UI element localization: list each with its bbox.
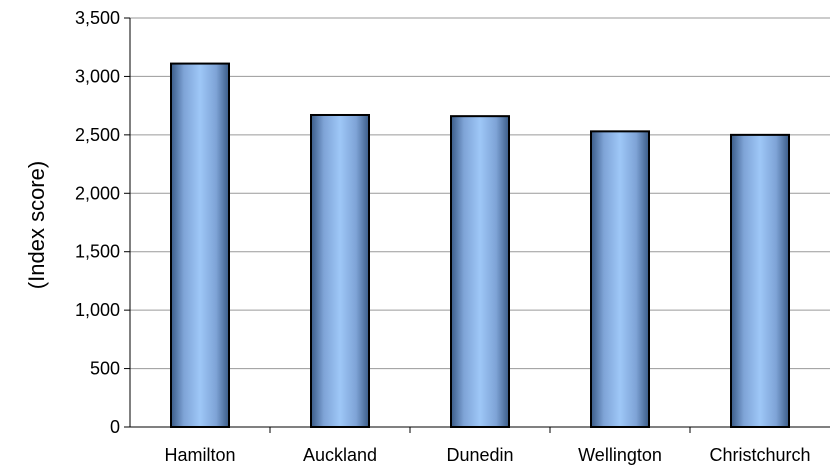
y-tick-label: 3,500 [75, 8, 120, 28]
y-tick-label: 1,000 [75, 300, 120, 320]
y-tick-label: 3,000 [75, 66, 120, 86]
x-tick-label: Wellington [578, 445, 662, 465]
bar-wellington [590, 130, 650, 428]
bars [170, 62, 790, 429]
bar-christchurch [730, 133, 790, 428]
y-tick-label: 0 [110, 417, 120, 437]
y-axis-title: (Index score) [24, 161, 49, 289]
bar-auckland [310, 113, 370, 429]
x-tick-label: Christchurch [709, 445, 810, 465]
y-tick-label: 2,000 [75, 183, 120, 203]
x-tick-label: Auckland [303, 445, 377, 465]
labels: 0 500 1,000 1,500 2,000 2,500 3,000 3,500 Hamilt… [75, 8, 811, 465]
bar-dunedin [450, 115, 510, 428]
y-tick-label: 1,500 [75, 242, 120, 262]
x-tick-label: Hamilton [164, 445, 235, 465]
x-tick-label: Dunedin [446, 445, 513, 465]
bar-hamilton [170, 62, 230, 429]
y-tick-label: 2,500 [75, 125, 120, 145]
y-tick-label: 500 [90, 359, 120, 379]
